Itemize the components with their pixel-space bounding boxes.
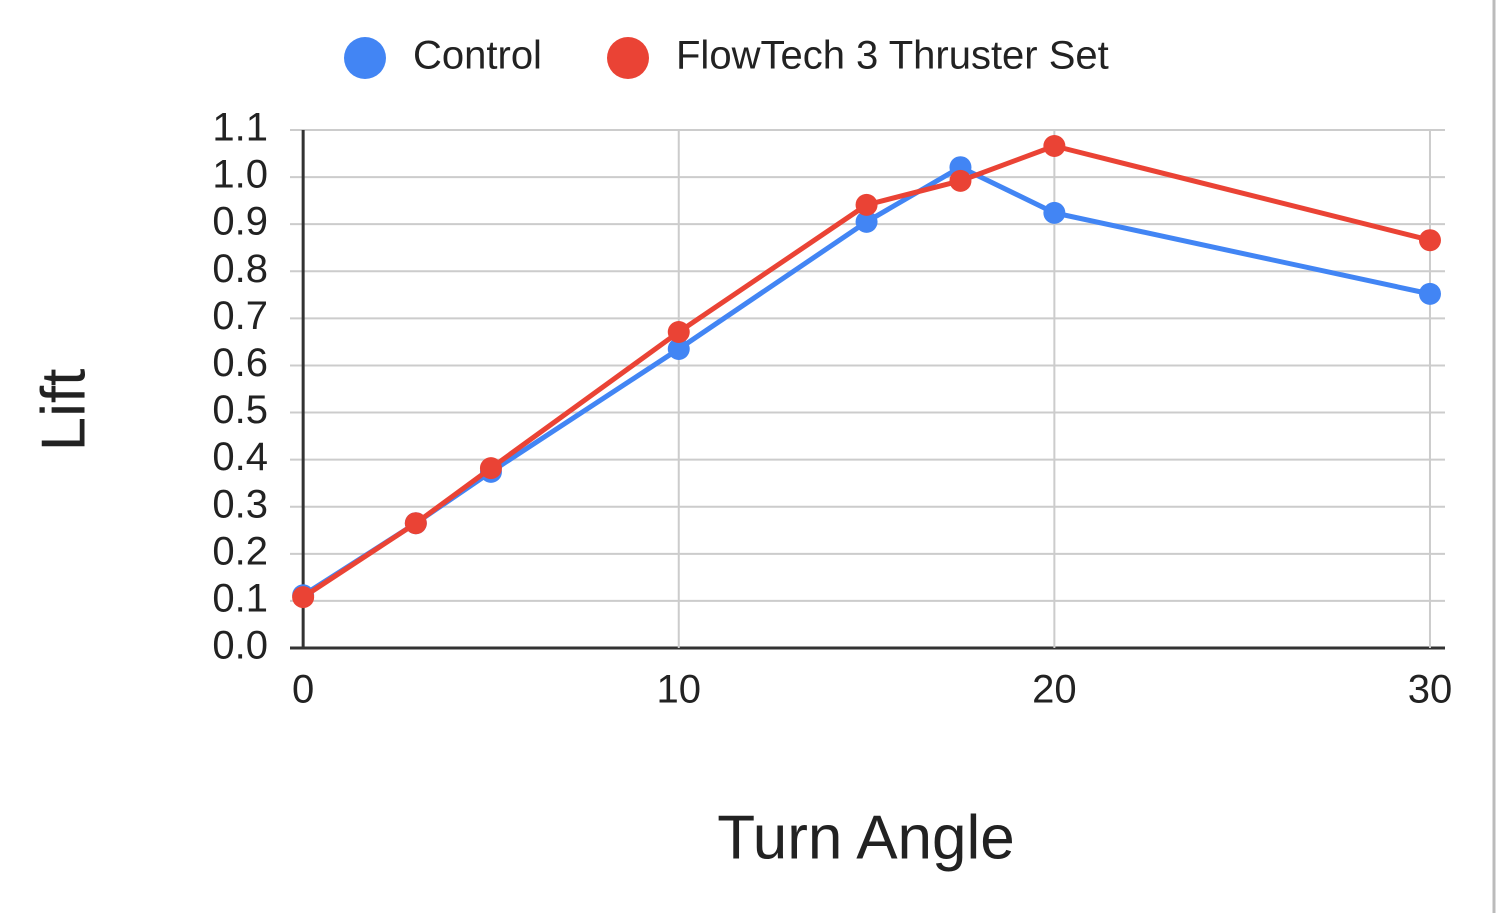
data-point [667,337,690,360]
y-tick-label: 0.4 [212,435,268,479]
y-tick-label: 0.7 [212,294,268,338]
data-point [855,210,878,233]
data-point [479,457,502,480]
y-tick-label: 0.5 [212,388,268,432]
x-tick-label: 0 [292,668,314,712]
y-tick-label: 0.2 [212,529,268,573]
series-line [301,143,1431,600]
legend-marker [607,37,649,79]
y-tick-label: 0.6 [212,341,268,385]
data-point [855,193,878,216]
legend-label: Control [413,34,542,78]
data-point [1418,282,1441,305]
data-point [949,169,972,192]
x-tick-label: 10 [657,668,702,712]
legend-label: FlowTech 3 Thruster Set [676,34,1109,78]
data-point [1418,229,1441,252]
data-point [1043,135,1066,158]
y-tick-label: 1.0 [212,153,268,197]
y-tick-label: 1.1 [212,106,268,150]
x-tick-label: 20 [1032,668,1077,712]
y-axis-title: Lift [29,369,98,452]
y-tick-label: 0.1 [212,576,268,620]
y-tick-label: 0.0 [212,624,268,668]
x-tick-label: 30 [1408,668,1453,712]
x-axis-title: Turn Angle [717,803,1015,872]
y-tick-label: 0.3 [212,482,268,526]
y-tick-label: 0.9 [212,200,268,244]
legend-marker [344,37,386,79]
data-point [667,321,690,344]
data-point [292,586,315,609]
y-tick-label: 0.8 [212,247,268,291]
data-point [1043,201,1066,224]
data-point [404,512,427,535]
